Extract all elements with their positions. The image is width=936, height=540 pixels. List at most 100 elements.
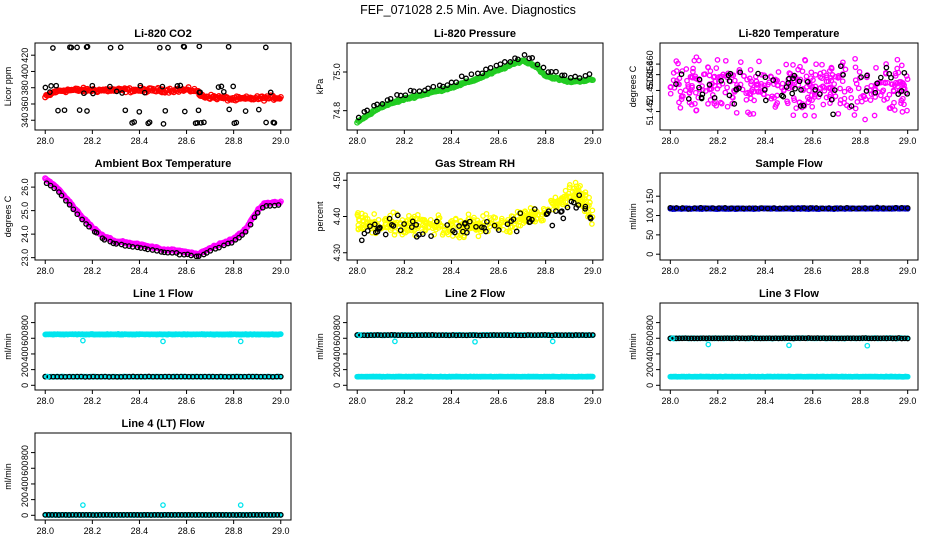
data-point [772, 76, 779, 83]
y-tick-label: 360 [20, 96, 30, 111]
data-point [795, 66, 801, 73]
data-point [689, 74, 695, 80]
data-point [443, 332, 449, 339]
data-point [521, 52, 528, 58]
data-point [850, 335, 857, 342]
data-point [863, 88, 870, 94]
data-point [745, 335, 752, 342]
data-point [899, 82, 906, 89]
series-box-temperature-average [42, 175, 284, 259]
data-point [576, 192, 583, 199]
data-point [892, 70, 899, 77]
data-point [48, 83, 54, 89]
plot-points [354, 52, 596, 126]
data-point [812, 86, 819, 93]
data-point [770, 77, 777, 83]
data-point [188, 252, 194, 259]
data-point [141, 512, 148, 518]
data-point [76, 512, 83, 518]
data-point [507, 59, 514, 65]
data-point [808, 335, 815, 342]
x-tick-label: 29.0 [272, 396, 290, 406]
data-point [859, 335, 866, 341]
y-axis-label: Licor ppm [3, 67, 13, 107]
x-tick-label: 28.4 [131, 526, 149, 536]
data-point [784, 98, 790, 105]
data-point [168, 512, 175, 518]
data-point [219, 512, 226, 518]
data-point [436, 215, 443, 221]
data-point [129, 120, 135, 126]
data-point [698, 95, 705, 102]
y-tick-label: 0 [645, 252, 655, 257]
data-point [394, 212, 401, 219]
data-point [74, 44, 80, 51]
y-tick-label: 340 [20, 113, 30, 128]
data-point [492, 214, 499, 221]
data-point [440, 229, 447, 236]
data-point [555, 332, 562, 339]
chart-title: Line 4 (LT) Flow [122, 418, 205, 430]
y-tick-label: 100 [645, 208, 655, 223]
data-point [460, 332, 466, 339]
data-point [356, 332, 363, 338]
data-point [436, 332, 443, 339]
data-point [467, 332, 473, 338]
data-point [865, 335, 872, 342]
data-point [892, 335, 899, 342]
data-point [766, 335, 773, 342]
data-point [70, 206, 77, 213]
data-point [757, 335, 764, 342]
data-point [751, 97, 757, 104]
data-point [890, 87, 897, 94]
data-point [199, 512, 206, 518]
y-axis-label: degrees C [628, 65, 638, 107]
data-point [237, 338, 244, 345]
x-tick-label: 28.4 [756, 136, 774, 146]
data-point [216, 244, 222, 251]
x-tick-label: 28.6 [178, 136, 196, 146]
x-tick-label: 28.8 [851, 396, 869, 406]
data-point [832, 335, 839, 342]
data-point [718, 335, 725, 342]
data-point [783, 205, 789, 212]
data-point [359, 210, 365, 217]
data-point [705, 100, 711, 107]
data-point [693, 107, 699, 114]
data-point [411, 213, 418, 220]
y-tick-label: 600 [332, 331, 342, 346]
y-tick-label: 200 [645, 362, 655, 377]
data-point [194, 119, 201, 126]
x-tick-label: 29.0 [899, 266, 917, 276]
data-point [119, 90, 125, 96]
data-point [716, 205, 722, 211]
data-point [391, 332, 398, 338]
x-tick-label: 28.4 [756, 396, 774, 406]
data-point [79, 512, 86, 518]
data-point [848, 95, 855, 101]
data-point [772, 335, 779, 342]
data-point [66, 512, 72, 518]
data-point [100, 512, 107, 518]
data-point [84, 108, 90, 114]
data-point [378, 332, 384, 339]
data-point [826, 335, 833, 342]
data-point [886, 205, 893, 212]
data-point [549, 200, 556, 207]
data-point [752, 205, 759, 212]
data-point [884, 95, 890, 102]
data-point [364, 332, 371, 339]
chart-title: Line 2 Flow [445, 288, 505, 300]
data-point [239, 232, 245, 238]
data-point [724, 103, 731, 110]
data-point [577, 183, 583, 189]
y-axis-label: percent [315, 201, 325, 232]
data-point [854, 99, 861, 105]
data-point [136, 108, 143, 115]
data-point [705, 341, 712, 348]
data-point [413, 233, 420, 240]
data-point [673, 58, 680, 64]
data-point [117, 44, 124, 51]
y-tick-label: 200 [20, 362, 30, 377]
data-point [831, 205, 838, 212]
